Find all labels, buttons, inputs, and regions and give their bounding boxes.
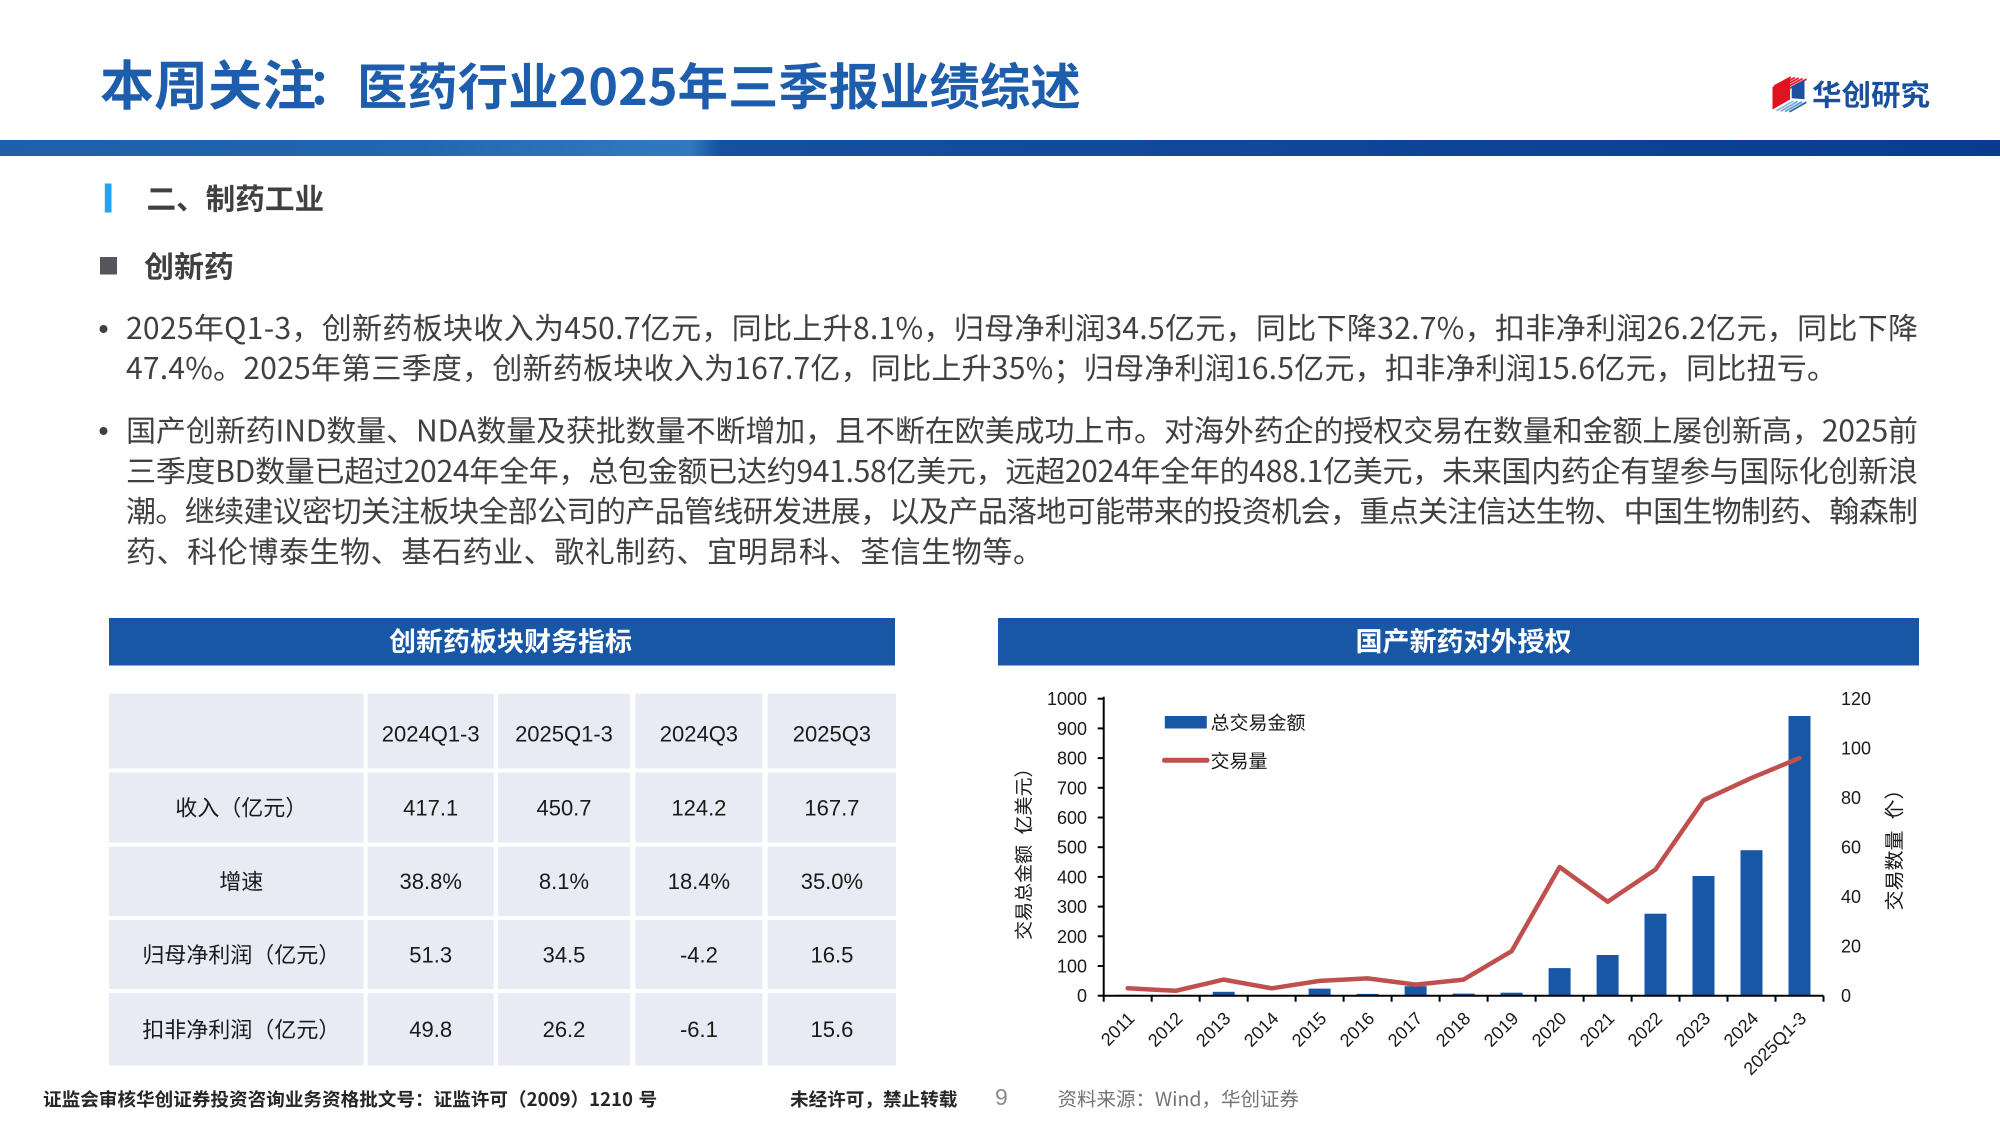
svg-text:900: 900 xyxy=(1057,719,1087,739)
svg-text:450.7: 450.7 xyxy=(536,795,591,820)
svg-text:120: 120 xyxy=(1841,689,1871,709)
svg-text:2017: 2017 xyxy=(1384,1008,1426,1050)
svg-text:38.8%: 38.8% xyxy=(400,869,462,894)
svg-text:40: 40 xyxy=(1841,887,1861,907)
svg-text:2024Q3: 2024Q3 xyxy=(660,721,738,746)
svg-text:15.6: 15.6 xyxy=(810,1017,853,1042)
svg-text:1000: 1000 xyxy=(1047,689,1087,709)
svg-text:49.8: 49.8 xyxy=(409,1017,452,1042)
svg-text:2015: 2015 xyxy=(1288,1008,1330,1050)
svg-text:26.2: 26.2 xyxy=(543,1017,586,1042)
svg-text:500: 500 xyxy=(1057,838,1087,858)
svg-text:8.1%: 8.1% xyxy=(539,869,589,894)
svg-text:0: 0 xyxy=(1077,986,1087,1006)
svg-text:2025Q3: 2025Q3 xyxy=(793,721,871,746)
svg-text:80: 80 xyxy=(1841,788,1861,808)
svg-text:200: 200 xyxy=(1057,927,1087,947)
svg-text:35.0%: 35.0% xyxy=(801,869,863,894)
svg-text:2024Q1-3: 2024Q1-3 xyxy=(382,721,480,746)
svg-text:2011: 2011 xyxy=(1097,1008,1139,1050)
svg-text:100: 100 xyxy=(1057,957,1087,977)
svg-text:18.4%: 18.4% xyxy=(668,869,730,894)
svg-text:16.5: 16.5 xyxy=(810,942,853,967)
svg-text:9: 9 xyxy=(995,1084,1008,1110)
svg-text:34.5: 34.5 xyxy=(543,942,586,967)
svg-text:2013: 2013 xyxy=(1192,1008,1234,1050)
svg-text:-6.1: -6.1 xyxy=(680,1017,718,1042)
svg-text:2014: 2014 xyxy=(1240,1008,1282,1050)
svg-text:167.7: 167.7 xyxy=(804,795,859,820)
svg-text:2020: 2020 xyxy=(1528,1008,1570,1050)
svg-text:2019: 2019 xyxy=(1480,1008,1522,1050)
svg-text:700: 700 xyxy=(1057,778,1087,798)
svg-text:2024: 2024 xyxy=(1720,1008,1762,1050)
svg-text:124.2: 124.2 xyxy=(671,795,726,820)
svg-text:400: 400 xyxy=(1057,867,1087,887)
svg-text:0: 0 xyxy=(1841,986,1851,1006)
svg-text:-4.2: -4.2 xyxy=(680,942,718,967)
svg-text:2023: 2023 xyxy=(1672,1008,1714,1050)
svg-text:20: 20 xyxy=(1841,937,1861,957)
svg-text:800: 800 xyxy=(1057,749,1087,769)
svg-text:100: 100 xyxy=(1841,739,1871,759)
svg-text:60: 60 xyxy=(1841,838,1861,858)
svg-text:2018: 2018 xyxy=(1432,1008,1474,1050)
svg-text:51.3: 51.3 xyxy=(409,942,452,967)
svg-text:2012: 2012 xyxy=(1144,1008,1186,1050)
svg-text:417.1: 417.1 xyxy=(403,795,458,820)
svg-text:2025Q1-3: 2025Q1-3 xyxy=(515,721,613,746)
svg-text:300: 300 xyxy=(1057,897,1087,917)
svg-text:2022: 2022 xyxy=(1624,1008,1666,1050)
svg-text:2016: 2016 xyxy=(1336,1008,1378,1050)
svg-text:600: 600 xyxy=(1057,808,1087,828)
svg-text:2021: 2021 xyxy=(1576,1008,1618,1050)
